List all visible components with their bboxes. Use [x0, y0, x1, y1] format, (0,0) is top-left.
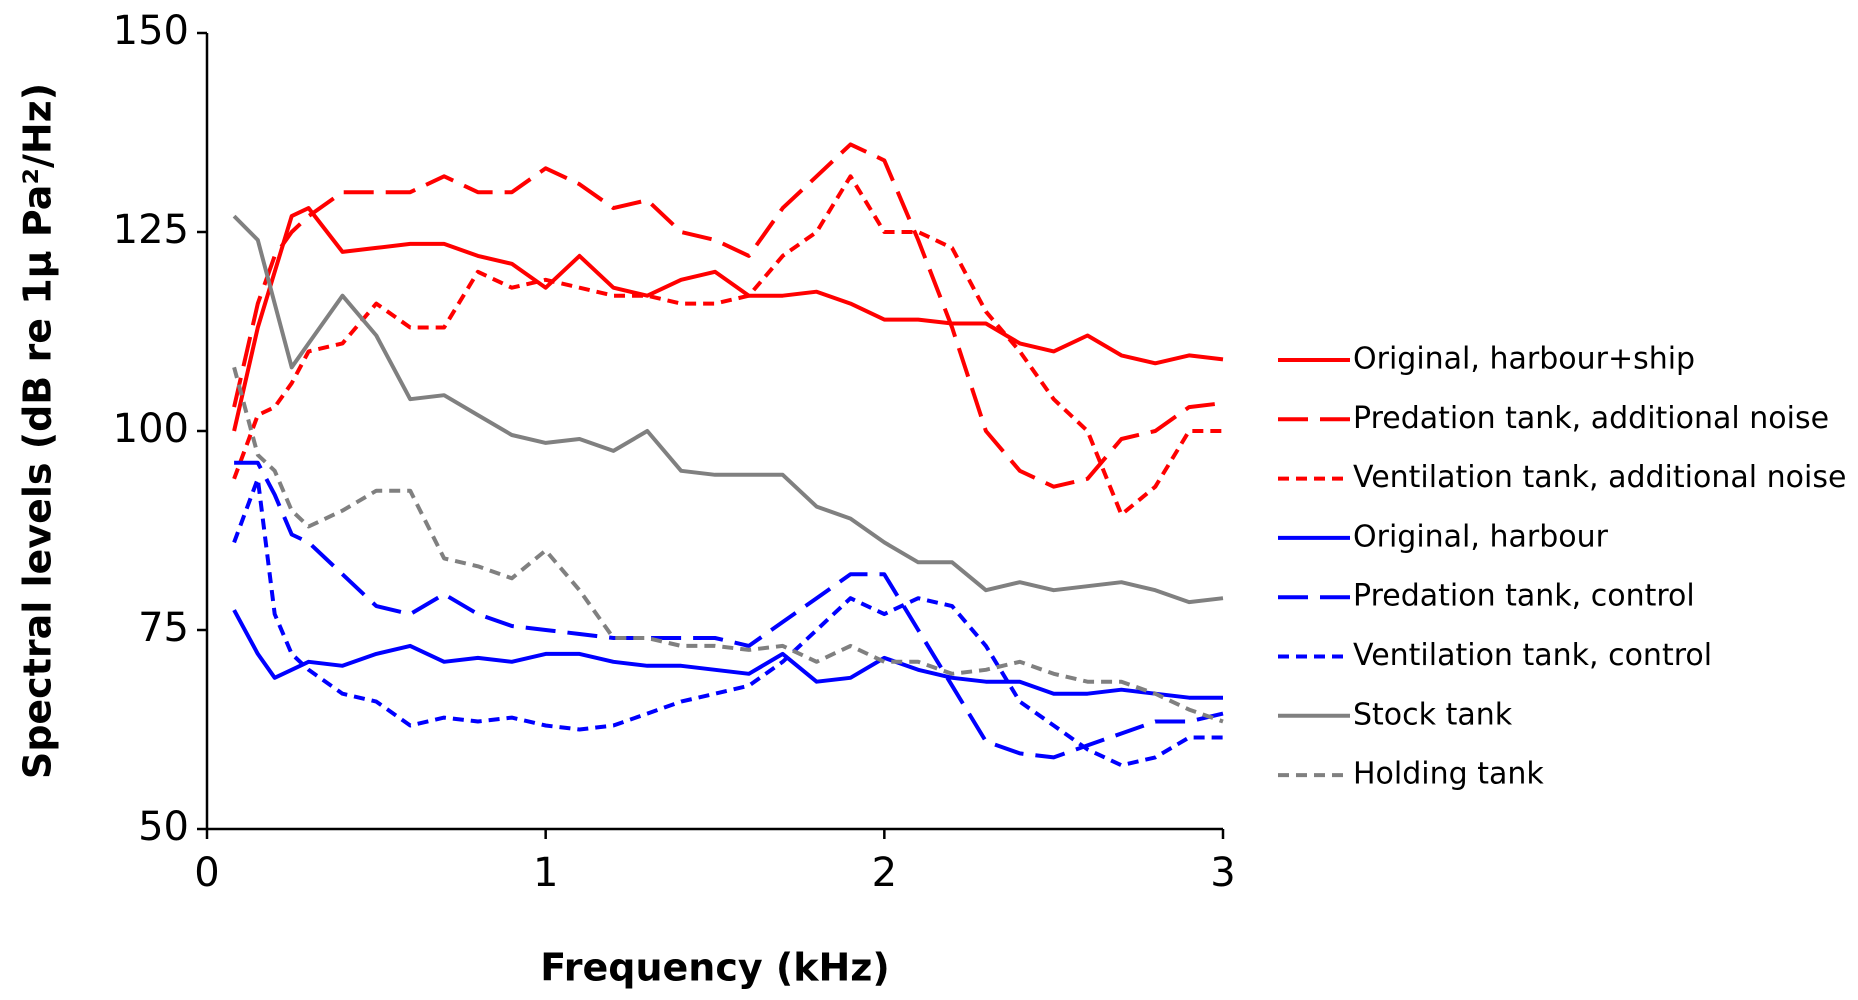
legend-label: Predation tank, additional noise [1353, 401, 1829, 436]
legend-label: Ventilation tank, additional noise [1353, 460, 1846, 495]
x-tick-label: 2 [872, 850, 897, 896]
series-line [232, 206, 1224, 432]
series-line [232, 366, 1224, 724]
x-tick-label: 3 [1210, 850, 1235, 896]
legend-label: Holding tank [1353, 757, 1544, 792]
y-tick-label: 125 [113, 207, 189, 253]
series-line [232, 214, 1224, 605]
y-axis-title: Spectral levels (dB re 1µ Pa²/Hz) [16, 83, 60, 779]
x-tick-label: 1 [533, 850, 558, 896]
legend-label: Predation tank, control [1353, 579, 1695, 614]
y-tick-label: 150 [113, 8, 189, 54]
series-line [232, 142, 1224, 489]
series-line [234, 460, 1224, 760]
y-tick-label: 75 [138, 605, 189, 651]
series-line [232, 476, 1223, 768]
y-tick-label: 50 [138, 804, 189, 850]
y-tick-label: 100 [113, 406, 189, 452]
legend-label: Original, harbour+ship [1353, 342, 1695, 377]
legend-label: Stock tank [1353, 697, 1513, 732]
x-axis-title: Frequency (kHz) [540, 946, 890, 990]
legend-label: Ventilation tank, control [1353, 638, 1712, 673]
legend-label: Original, harbour [1353, 519, 1609, 554]
series-line [232, 609, 1223, 700]
x-tick-label: 0 [194, 850, 219, 896]
